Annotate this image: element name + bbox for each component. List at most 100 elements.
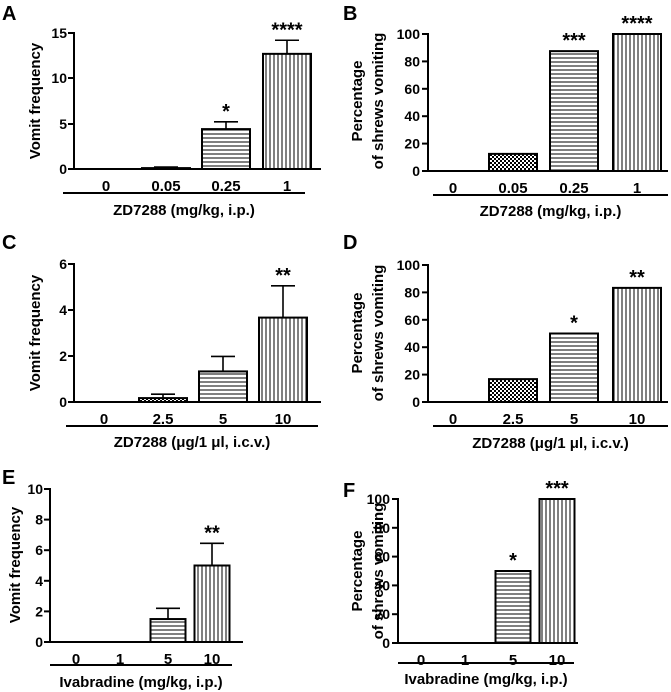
panel-f-bar-4 <box>538 498 576 644</box>
panel-c-category-3: 5 <box>219 411 227 428</box>
panel-f: F Percentage of shrews vomiting 0 1 * 5 *** 100 2… <box>343 478 578 688</box>
panel-b-ytick-label-1: 0 <box>412 163 420 179</box>
panel-c-xlabel: ZD7288 (μg/1 μl, i.c.v.) <box>114 434 270 451</box>
panel-c-category-1: 0 <box>100 411 108 428</box>
panel-d-ytick-label-3: 40 <box>404 339 420 355</box>
panel-c: C Vomit frequency 0 2.5 5 ** 10 0 2 4 6 ZD7288 (μg/… <box>2 232 321 451</box>
panel-d-significance-4: ** <box>629 267 645 289</box>
panel-c-ytick-label-2: 2 <box>59 348 67 364</box>
panel-b-significance-3: *** <box>562 30 586 52</box>
panel-c-significance-4: ** <box>275 265 291 287</box>
panel-d-ytick-label-2: 20 <box>404 367 420 383</box>
panel-e-xlabel: Ivabradine (mg/kg, i.p.) <box>59 674 222 691</box>
panel-b-ytick-label-3: 40 <box>404 108 420 124</box>
panel-f-ylabel-line-1: Percentage <box>349 531 366 612</box>
panel-e-category-4: 10 <box>204 651 221 668</box>
panel-c-bar-4 <box>258 316 308 403</box>
panel-d-letter: D <box>343 232 357 254</box>
panel-f-bar-3 <box>494 570 532 644</box>
panel-d-xlabel: ZD7288 (μg/1 μl, i.c.v.) <box>472 435 628 452</box>
panel-f-category-1: 0 <box>417 652 425 669</box>
panel-e-ytick-label-6: 10 <box>27 481 43 497</box>
panel-f-ytick-label-5: 80 <box>374 520 390 536</box>
panel-c-ytick-label-3: 4 <box>59 302 67 318</box>
panel-d-category-4: 10 <box>629 411 646 428</box>
panel-c-letter: C <box>2 232 16 254</box>
panel-b-bar-3 <box>549 50 599 172</box>
panel-c-category-2: 2.5 <box>153 411 174 428</box>
panel-a-category-3: 0.25 <box>211 178 240 195</box>
panel-a-ytick-label-2: 5 <box>59 116 67 132</box>
panel-d-ytick-label-1: 0 <box>412 394 420 410</box>
panel-d-significance-3: * <box>570 313 578 335</box>
panel-f-letter: F <box>343 480 355 502</box>
panel-b-ytick-label-6: 100 <box>397 26 421 42</box>
panel-e-ytick-label-4: 6 <box>35 542 43 558</box>
panel-a-category-2: 0.05 <box>151 178 180 195</box>
panel-e-category-2: 1 <box>116 651 124 668</box>
panel-a-ytick-label-1: 0 <box>59 161 67 177</box>
panel-c-ytick-label-4: 6 <box>59 256 67 272</box>
panel-b-bar-4 <box>612 33 662 172</box>
panel-a-significance-3: * <box>222 101 230 123</box>
panel-d-bar-3 <box>549 332 599 403</box>
panel-e-category-1: 0 <box>72 651 80 668</box>
panel-f-ytick-label-2: 20 <box>374 606 390 622</box>
panel-a-category-1: 0 <box>102 178 110 195</box>
panel-e-ytick-label-1: 0 <box>35 634 43 650</box>
panel-a-category-4: 1 <box>283 178 291 195</box>
panel-c-category-4: 10 <box>275 411 292 428</box>
panel-e-ytick-label-2: 2 <box>35 603 43 619</box>
panel-b: B Percentage of shrews vomiting 0 0.05 *** 0.2… <box>343 3 668 220</box>
panel-b-letter: B <box>343 3 357 25</box>
panel-e-ytick-label-3: 4 <box>35 573 43 589</box>
panel-c-bar-3 <box>198 370 248 404</box>
panel-d-bar-2 <box>488 378 538 404</box>
panel-c-ylabel: Vomit frequency <box>27 274 44 391</box>
panel-d-category-1: 0 <box>449 411 457 428</box>
panel-f-ytick-label-4: 60 <box>374 549 390 565</box>
panel-f-xlabel: Ivabradine (mg/kg, i.p.) <box>404 671 567 688</box>
panel-e-bar-3 <box>149 618 187 643</box>
panel-a-ylabel: Vomit frequency <box>27 42 44 159</box>
panel-a-significance-4: **** <box>271 19 302 41</box>
panel-f-category-2: 1 <box>461 652 469 669</box>
panel-f-category-3: 5 <box>509 652 517 669</box>
panel-b-category-3: 0.25 <box>559 180 588 197</box>
panel-a-bar-3 <box>201 128 251 171</box>
panel-e-ytick-label-5: 8 <box>35 512 43 528</box>
panel-f-ylabel-line-2: of shrews vomiting <box>370 503 387 640</box>
panel-b-category-2: 0.05 <box>498 180 527 197</box>
panel-d-ytick-label-6: 100 <box>397 257 421 273</box>
panel-a-ytick-label-4: 15 <box>51 25 67 41</box>
panel-e-significance-4: ** <box>204 522 220 544</box>
panel-b-ytick-label-2: 20 <box>404 136 420 152</box>
panel-d-ytick-label-4: 60 <box>404 312 420 328</box>
panel-b-ylabel-line-2: of shrews vomiting <box>370 33 387 170</box>
panel-e: E Vomit frequency 0 1 5 ** 10 0 2 4 6 8 10 Ivabradine… <box>2 467 243 691</box>
panel-b-ylabel-line-1: Percentage <box>349 61 366 142</box>
panel-a-bar-4 <box>262 52 312 170</box>
panel-b-xlabel: ZD7288 (mg/kg, i.p.) <box>480 203 622 220</box>
panel-b-ytick-label-4: 60 <box>404 81 420 97</box>
panel-b-bar-2 <box>488 152 538 172</box>
panel-d-ytick-label-5: 80 <box>404 284 420 300</box>
panel-a-ytick-label-3: 10 <box>51 70 67 86</box>
panel-e-bar-4 <box>193 564 231 643</box>
panel-f-significance-4: *** <box>545 478 569 500</box>
panel-f-significance-3: * <box>509 550 517 572</box>
panel-e-category-3: 5 <box>164 651 172 668</box>
panel-c-ytick-label-1: 0 <box>59 394 67 410</box>
panel-e-letter: E <box>2 467 15 489</box>
panel-e-ylabel: Vomit frequency <box>7 506 24 623</box>
panel-a-letter: A <box>2 3 16 25</box>
panel-d-category-3: 5 <box>570 411 578 428</box>
panel-d-ylabel-line-2: of shrews vomiting <box>370 265 387 402</box>
panel-f-category-4: 10 <box>549 652 566 669</box>
panel-f-ytick-label-6: 100 <box>367 491 391 507</box>
panel-b-category-1: 0 <box>449 180 457 197</box>
panel-d-bar-4 <box>612 286 662 403</box>
